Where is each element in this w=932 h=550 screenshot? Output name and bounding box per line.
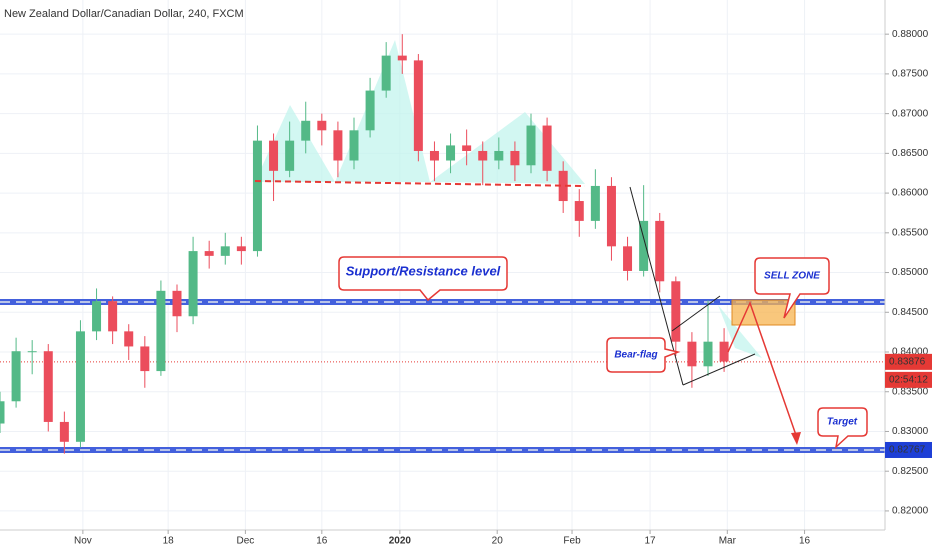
x-tick-label: Feb [563, 536, 581, 547]
candle-body [429, 150, 439, 161]
candle-body [462, 145, 472, 151]
candle-body [43, 351, 53, 422]
projection-arrow [727, 300, 798, 439]
candle-body [204, 251, 214, 256]
candle-body [365, 90, 375, 131]
candle-body [606, 185, 616, 247]
x-tick-label: 18 [163, 536, 175, 547]
candle-body [108, 301, 118, 332]
flag-triangle [718, 305, 762, 358]
y-tick-label: 0.82000 [892, 506, 929, 517]
target-tag [885, 441, 932, 458]
flag-lower [682, 353, 756, 386]
candle-body [381, 55, 391, 91]
y-tick-label: 0.83000 [892, 426, 929, 437]
neckline [254, 180, 586, 187]
target-price-label: 0.82767 [889, 445, 926, 456]
annotation: SELL ZONE [764, 271, 820, 282]
callout-sell [754, 257, 830, 319]
left-shoulder [255, 105, 335, 182]
x-tick-label: 2020 [389, 536, 412, 547]
countdown-tag [885, 371, 932, 388]
flag-upper [671, 295, 721, 332]
candle-body [703, 341, 713, 367]
callout-target [817, 407, 868, 450]
candle-body [558, 170, 568, 202]
y-tick-label: 0.86500 [892, 148, 929, 159]
candle-body [671, 281, 681, 342]
y-tick-label: 0.85000 [892, 267, 929, 278]
candle-body [623, 246, 633, 271]
candle-body [542, 125, 552, 171]
x-tick-label: Nov [74, 536, 92, 547]
candle-body [140, 346, 150, 372]
drawings: Support/Resistance level SELL ZONE Bear-… [254, 180, 868, 450]
candle-body [397, 55, 407, 61]
candle-body [494, 150, 504, 161]
x-tick-label: Mar [719, 536, 737, 547]
candle-body [59, 421, 69, 442]
x-tick-label: 20 [492, 536, 504, 547]
candle-body [526, 125, 536, 166]
candle-body [510, 150, 520, 166]
candle-body [301, 120, 311, 141]
candle-body [574, 201, 584, 221]
arrow-head [791, 432, 801, 445]
candle-body [188, 251, 198, 317]
axes: 0.82000 0.82500 0.83000 0.83500 0.84000 0.845… [74, 29, 929, 547]
y-tick-label: 0.86000 [892, 188, 929, 199]
candle-body [317, 120, 327, 131]
candle-body [333, 130, 343, 161]
x-tick-label: 16 [316, 536, 328, 547]
candle-body [220, 246, 230, 256]
candle-body [639, 220, 649, 271]
annotation: Support/Resistance level [346, 263, 501, 278]
y-tick-label: 0.88000 [892, 29, 929, 40]
candles [0, 34, 729, 454]
candle-body [269, 140, 279, 171]
chart-title: New Zealand Dollar/Canadian Dollar, 240,… [4, 8, 244, 20]
y-tick-label: 0.84000 [892, 347, 929, 358]
x-tick-label: 16 [799, 536, 811, 547]
pattern-shading [255, 40, 762, 358]
y-tick-label: 0.85500 [892, 227, 929, 238]
candle-body [719, 341, 729, 362]
candle-body [172, 290, 182, 317]
x-tick-label: Dec [236, 536, 254, 547]
y-tick-label: 0.82500 [892, 466, 929, 477]
candle-body [349, 130, 359, 161]
last-price-tag [885, 353, 932, 370]
callout-sr [338, 256, 508, 302]
callout-flag [606, 337, 681, 373]
last-price-label: 0.83876 [889, 357, 926, 368]
y-tick-label: 0.83500 [892, 386, 929, 397]
y-tick-label: 0.87500 [892, 69, 929, 80]
candle-body [156, 290, 166, 372]
candle-body [92, 301, 102, 332]
y-tick-label: 0.84500 [892, 307, 929, 318]
candle-body [27, 351, 37, 353]
x-tick-label: 17 [645, 536, 657, 547]
candle-body [687, 341, 697, 367]
candle-body [75, 331, 85, 442]
candle-body [124, 331, 134, 347]
candle-body [590, 185, 600, 221]
head [335, 40, 430, 182]
y-tick-label: 0.87000 [892, 108, 929, 119]
candle-body [11, 351, 21, 402]
candle-body [252, 140, 262, 252]
candle-body [478, 150, 488, 161]
annotation: Target [827, 417, 858, 428]
candle-body [236, 246, 246, 252]
candle-body [413, 60, 423, 151]
annotation: Bear-flag [614, 350, 657, 361]
candle-body [285, 140, 295, 171]
countdown-label: 02:54:12 [889, 375, 928, 386]
candle-body [446, 145, 456, 161]
price-tags: 0.83876 02:54:12 0.82767 [885, 353, 932, 458]
candle-body [0, 401, 5, 424]
candle-body [655, 220, 665, 282]
